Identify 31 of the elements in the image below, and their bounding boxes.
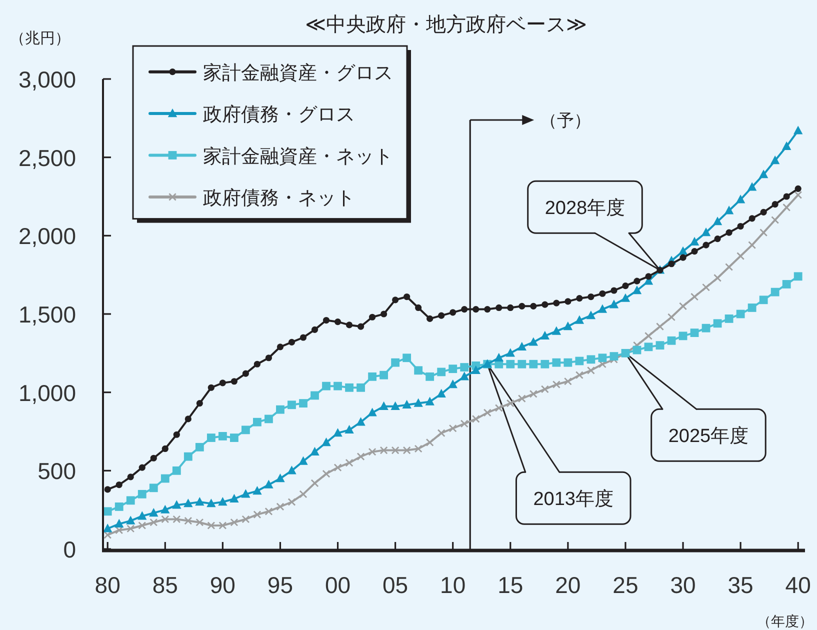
- x-tick-label: 05: [382, 572, 408, 598]
- y-tick-label: 3,000: [18, 66, 76, 92]
- x-tick-label: 15: [498, 572, 524, 598]
- y-tick-label: 1,000: [18, 380, 76, 406]
- x-tick-label: 30: [670, 572, 696, 598]
- legend-label: 家計金融資産・ネット: [203, 145, 393, 168]
- ref-line-label: （予）: [540, 111, 592, 130]
- y-tick-label: 2,000: [18, 223, 76, 250]
- chart-title: ≪中央政府・地方政府ベース≫: [305, 13, 587, 36]
- x-tick-label: 90: [210, 572, 236, 598]
- legend-label: 政府債務・ネット: [203, 186, 355, 209]
- y-tick-label: 0: [63, 536, 76, 562]
- x-tick-label: 40: [785, 572, 811, 598]
- x-tick-label: 95: [267, 572, 294, 598]
- y-tick-label: 2,500: [18, 144, 76, 171]
- legend-label: 家計金融資産・グロス: [203, 62, 393, 84]
- y-axis-title: （兆円）: [10, 30, 70, 47]
- x-tick-label: 00: [324, 572, 351, 598]
- x-tick-label: 35: [728, 572, 754, 598]
- x-tick-label: 80: [94, 572, 120, 598]
- y-tick-label: 500: [38, 458, 76, 484]
- annotation: 2025年度: [668, 425, 749, 448]
- annotation: 2028年度: [544, 197, 626, 220]
- x-axis-title: （年度）: [757, 613, 813, 629]
- legend-label: 政府債務・グロス: [203, 104, 355, 126]
- x-tick-label: 85: [152, 572, 178, 598]
- x-tick-label: 20: [555, 572, 581, 598]
- x-tick-label: 10: [440, 572, 466, 598]
- y-tick-label: 1,500: [18, 302, 76, 328]
- x-tick-label: 25: [612, 572, 638, 598]
- annotation: 2013年度: [533, 488, 614, 510]
